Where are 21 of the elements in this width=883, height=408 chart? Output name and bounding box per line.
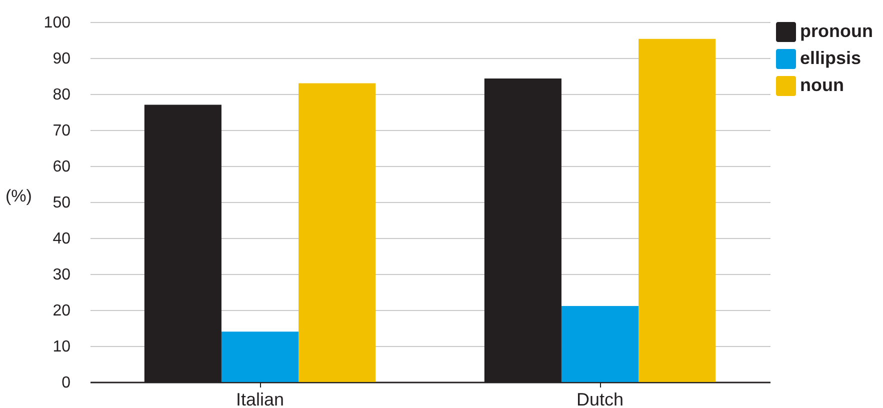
y-tick-label: 80 <box>52 86 71 104</box>
legend-label: noun <box>800 75 844 95</box>
y-tick-label: 100 <box>44 14 71 32</box>
y-axis-title: (%) <box>6 186 32 206</box>
y-tick-label: 40 <box>52 230 71 248</box>
x-tick-label: Dutch <box>576 390 624 408</box>
bar <box>221 332 299 382</box>
y-tick-label: 50 <box>52 194 71 212</box>
y-tick-label: 10 <box>52 338 71 356</box>
legend-label: pronoun <box>800 21 873 41</box>
y-tick-label: 30 <box>52 266 71 284</box>
y-tick-label: 0 <box>62 374 71 392</box>
bar <box>561 306 639 382</box>
y-tick-label: 60 <box>52 158 71 176</box>
bar <box>638 38 716 382</box>
legend-label: ellipsis <box>800 48 862 68</box>
y-tick-label: 70 <box>52 122 71 140</box>
bar <box>298 83 376 382</box>
x-tick-label: Italian <box>236 390 284 408</box>
y-tick-label: 90 <box>52 50 71 68</box>
y-tick-label: 20 <box>52 302 71 320</box>
